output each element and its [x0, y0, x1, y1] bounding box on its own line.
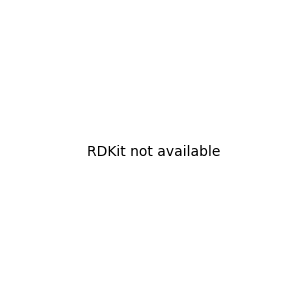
Text: RDKit not available: RDKit not available: [87, 145, 220, 158]
